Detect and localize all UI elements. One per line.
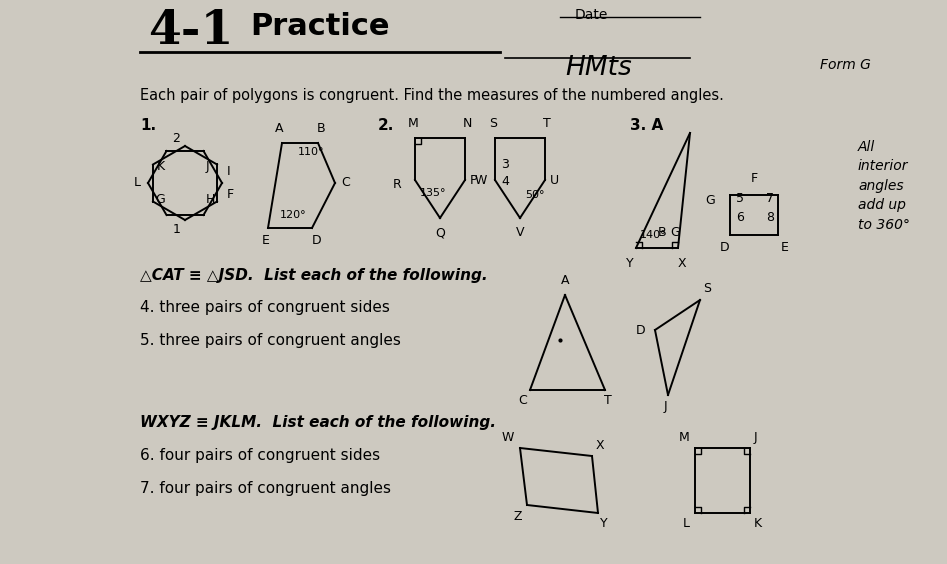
Text: U: U [550, 174, 559, 187]
Text: V: V [516, 226, 525, 239]
Text: S: S [489, 117, 497, 130]
Text: C: C [341, 177, 349, 190]
Text: N: N [462, 117, 472, 130]
Text: 50°: 50° [525, 190, 545, 200]
Text: 6. four pairs of congruent sides: 6. four pairs of congruent sides [140, 448, 380, 463]
Text: I: I [227, 165, 231, 178]
Text: Form G: Form G [820, 58, 871, 72]
Text: B: B [658, 226, 667, 239]
Text: T: T [604, 394, 612, 407]
Text: C: C [519, 394, 527, 407]
Text: G: G [154, 193, 165, 206]
Text: 8: 8 [766, 211, 774, 224]
Text: J: J [663, 400, 667, 413]
Text: X: X [596, 439, 604, 452]
Text: J: J [754, 431, 758, 444]
Text: B: B [316, 122, 326, 135]
Text: L: L [134, 177, 141, 190]
Text: 135°: 135° [420, 188, 446, 198]
Text: E: E [262, 234, 270, 247]
Text: W: W [474, 174, 487, 187]
Text: 7. four pairs of congruent angles: 7. four pairs of congruent angles [140, 481, 391, 496]
Text: WXYZ ≡ JKLM.  List each of the following.: WXYZ ≡ JKLM. List each of the following. [140, 415, 496, 430]
Text: 4-1: 4-1 [148, 8, 234, 54]
Text: Z: Z [513, 510, 522, 523]
Text: 1.: 1. [140, 118, 156, 133]
Text: K: K [156, 160, 165, 173]
Text: W: W [502, 431, 514, 444]
Text: A: A [561, 274, 569, 287]
Text: D: D [720, 241, 730, 254]
Text: Q: Q [435, 226, 445, 239]
Text: R: R [392, 178, 401, 192]
Text: HMts: HMts [565, 55, 632, 81]
Text: G: G [670, 226, 680, 239]
Text: 5: 5 [736, 192, 744, 205]
Text: F: F [227, 188, 234, 201]
Text: All
interior
angles
add up
to 360°: All interior angles add up to 360° [858, 140, 910, 232]
Text: Practice: Practice [250, 12, 389, 41]
Text: 2: 2 [172, 132, 180, 145]
Text: F: F [750, 172, 758, 185]
Text: Each pair of polygons is congruent. Find the measures of the numbered angles.: Each pair of polygons is congruent. Find… [140, 88, 724, 103]
Text: Y: Y [626, 257, 634, 270]
Text: 4: 4 [501, 175, 509, 188]
Text: 3: 3 [501, 158, 509, 171]
Text: T: T [544, 117, 551, 130]
Text: L: L [683, 517, 690, 530]
Text: D: D [635, 324, 645, 337]
Text: 7: 7 [766, 192, 774, 205]
Text: H: H [205, 193, 215, 206]
Text: Y: Y [600, 517, 608, 530]
Text: A: A [275, 122, 283, 135]
Text: M: M [679, 431, 690, 444]
Text: Date: Date [575, 8, 608, 22]
Text: 3. A: 3. A [630, 118, 663, 133]
Text: D: D [313, 234, 322, 247]
Text: 140°: 140° [640, 230, 667, 240]
Text: G: G [706, 193, 715, 206]
Text: 110°: 110° [298, 147, 325, 157]
Text: 2.: 2. [378, 118, 394, 133]
Text: E: E [781, 241, 789, 254]
Text: S: S [703, 282, 711, 295]
Text: 4. three pairs of congruent sides: 4. three pairs of congruent sides [140, 300, 390, 315]
Text: X: X [678, 257, 687, 270]
Text: K: K [754, 517, 762, 530]
Text: △CAT ≡ △JSD.  List each of the following.: △CAT ≡ △JSD. List each of the following. [140, 268, 488, 283]
Text: J: J [205, 160, 209, 173]
Text: 5. three pairs of congruent angles: 5. three pairs of congruent angles [140, 333, 401, 348]
Text: M: M [407, 117, 419, 130]
Text: 120°: 120° [280, 210, 307, 220]
Text: 1: 1 [172, 223, 180, 236]
Text: P: P [470, 174, 477, 187]
Text: 6: 6 [736, 211, 744, 224]
